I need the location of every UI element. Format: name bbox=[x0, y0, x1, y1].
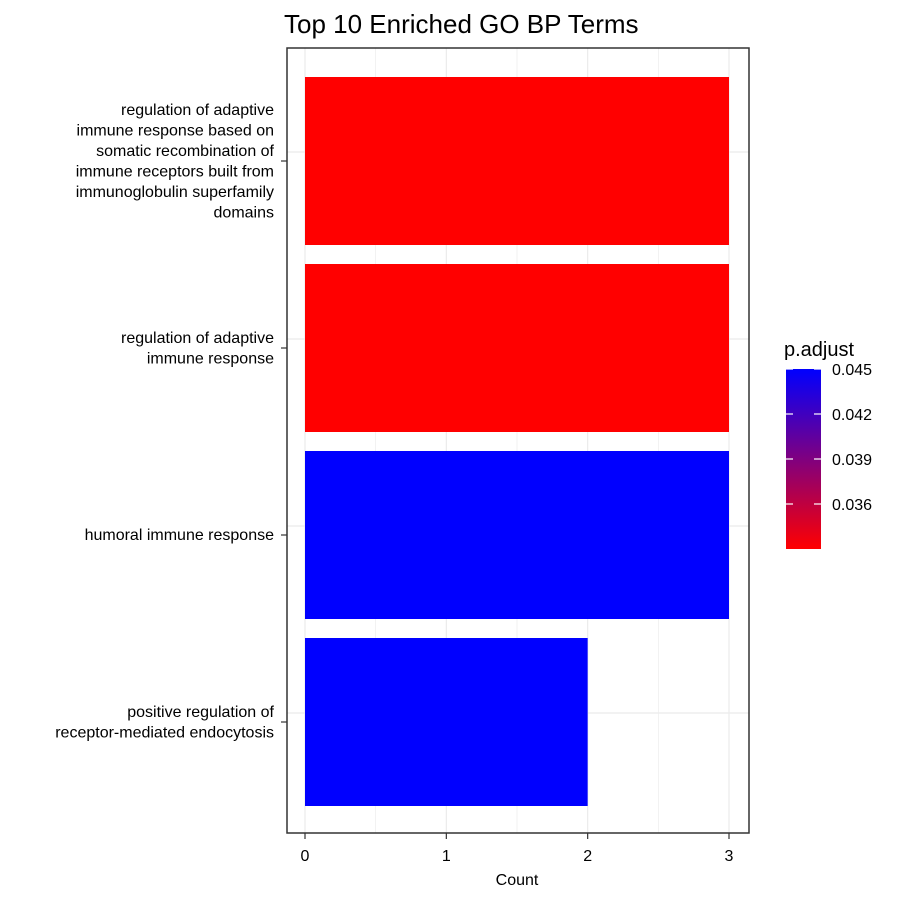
bars bbox=[305, 77, 729, 806]
bar bbox=[305, 451, 729, 619]
legend-tick-label: 0.045 bbox=[832, 362, 872, 379]
chart-title: Top 10 Enriched GO BP Terms bbox=[284, 9, 639, 39]
x-tick-label: 3 bbox=[725, 848, 734, 865]
legend-title: p.adjust bbox=[784, 339, 854, 361]
category-label: regulation of adaptive immune response ba… bbox=[76, 102, 275, 222]
category-label: regulation of adaptive immune response bbox=[121, 330, 274, 368]
x-tick-label: 2 bbox=[583, 848, 592, 865]
x-tick-label: 1 bbox=[442, 848, 451, 865]
category-labels: regulation of adaptive immune response ba… bbox=[55, 102, 287, 742]
category-label: positive regulation of receptor-mediated … bbox=[55, 704, 274, 742]
category-label: humoral immune response bbox=[85, 527, 275, 544]
legend-tick-label: 0.036 bbox=[832, 497, 872, 514]
color-legend: p.adjust 0.045 0.042 0.039 0.036 bbox=[784, 339, 872, 549]
bar bbox=[305, 77, 729, 245]
plot-border bbox=[286, 47, 750, 834]
bar bbox=[305, 638, 588, 806]
bar bbox=[305, 264, 729, 432]
x-axis-title: Count bbox=[496, 872, 539, 889]
x-axis-ticks: 0 1 2 3 bbox=[301, 833, 734, 865]
legend-tick-label: 0.042 bbox=[832, 407, 872, 424]
legend-tick-label: 0.039 bbox=[832, 452, 872, 469]
x-tick-label: 0 bbox=[301, 848, 310, 865]
